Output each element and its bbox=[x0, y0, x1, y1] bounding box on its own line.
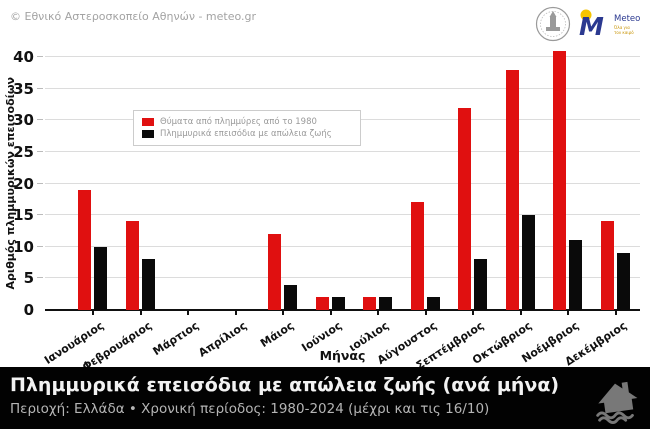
y-tick-label: 40 bbox=[13, 48, 34, 66]
footer-title: Πλημμυρικά επεισόδια με απώλεια ζωής (αν… bbox=[10, 374, 560, 396]
legend-swatch-black bbox=[142, 130, 154, 138]
legend-label-red: Θύματα από πλημμύρες από το 1980 bbox=[160, 117, 317, 127]
y-tick-mark bbox=[37, 119, 43, 121]
gridline bbox=[45, 150, 640, 152]
x-axis-line bbox=[45, 309, 640, 311]
y-tick-mark bbox=[37, 277, 43, 279]
y-tick-mark bbox=[37, 182, 43, 184]
footer-subtitle: Περιοχή: Ελλάδα • Χρονική περίοδος: 1980… bbox=[10, 401, 490, 417]
y-tick-mark bbox=[37, 245, 43, 247]
x-tick-mark bbox=[472, 311, 474, 315]
bar-black-Ιανουάριος bbox=[94, 246, 107, 310]
y-tick-label: 5 bbox=[23, 269, 34, 288]
bar-red-ιούλιος bbox=[363, 297, 376, 310]
bar-red-Δεκέμβριος bbox=[600, 221, 614, 310]
gridline bbox=[45, 277, 640, 279]
meteo-logo-tagline: Όλα για bbox=[613, 25, 630, 30]
meteo-logo: M Meteo Όλα για τον καιρό bbox=[578, 7, 642, 45]
x-tick-mark bbox=[92, 311, 94, 315]
x-tick-mark bbox=[187, 311, 189, 315]
y-tick-label: 15 bbox=[13, 206, 34, 225]
y-axis-ticks: 0 5 10 15 20 25 30 35 40 bbox=[0, 48, 44, 319]
y-tick-mark bbox=[37, 150, 43, 152]
bar-black-Σεπτέμβριος bbox=[474, 259, 487, 310]
x-tick-mark bbox=[567, 311, 569, 315]
bar-black-Μάιος bbox=[284, 284, 297, 310]
gridline bbox=[45, 87, 640, 89]
x-tick-label: Μάιος bbox=[258, 319, 297, 350]
x-tick-mark bbox=[519, 311, 522, 315]
bar-black-Δεκέμβριος bbox=[616, 253, 630, 310]
gridline bbox=[45, 182, 640, 184]
chart-legend: Θύματα από πλημμύρες από το 1980 Πλημμυρ… bbox=[133, 110, 361, 146]
gridline bbox=[45, 245, 640, 247]
legend-swatch-red bbox=[142, 118, 154, 126]
bar-red-Φεβρουάριος bbox=[125, 221, 139, 310]
bar-red-Ιούνιος bbox=[315, 297, 329, 310]
x-tick-mark bbox=[139, 311, 142, 315]
bar-black-Νοέμβριος bbox=[569, 240, 582, 310]
gridline bbox=[45, 214, 640, 216]
y-tick-label: 10 bbox=[13, 237, 34, 256]
plot-area: Θύματα από πλημμύρες από το 1980 Πλημμυρ… bbox=[45, 50, 640, 310]
copyright-text: © Εθνικό Αστεροσκοπείο Αθηνών - meteo.gr bbox=[10, 10, 257, 23]
svg-text:M: M bbox=[579, 12, 604, 41]
bar-red-Μάιος bbox=[268, 234, 281, 310]
x-tick-mark bbox=[377, 311, 379, 315]
legend-entry-red: Θύματα από πλημμύρες από το 1980 bbox=[142, 116, 352, 128]
noa-seal-logo bbox=[534, 5, 572, 47]
y-tick-label: 35 bbox=[13, 79, 34, 98]
x-tick-mark bbox=[234, 311, 237, 315]
bar-black-Ιούνιος bbox=[331, 297, 345, 310]
y-tick-label: 0 bbox=[23, 301, 34, 319]
bar-black-Αύγουστος bbox=[426, 297, 440, 310]
bar-red-Οκτώβριος bbox=[505, 69, 519, 310]
x-tick-mark bbox=[329, 311, 332, 315]
legend-label-black: Πλημμυρικά επεισόδια με απώλεια ζωής bbox=[160, 129, 332, 139]
meteo-logo-name: Meteo bbox=[614, 14, 640, 24]
footer-bar: Πλημμυρικά επεισόδια με απώλεια ζωής (αν… bbox=[0, 367, 650, 429]
svg-text:τον καιρό: τον καιρό bbox=[614, 30, 634, 35]
bar-black-Φεβρουάριος bbox=[141, 259, 155, 310]
x-tick-mark bbox=[614, 311, 617, 315]
y-tick-mark bbox=[37, 56, 43, 57]
x-tick-mark bbox=[424, 311, 427, 315]
bar-red-Ιανουάριος bbox=[78, 189, 91, 310]
legend-entry-black: Πλημμυρικά επεισόδια με απώλεια ζωής bbox=[142, 128, 352, 140]
bar-red-Νοέμβριος bbox=[553, 50, 566, 310]
y-tick-label: 30 bbox=[13, 111, 34, 130]
bar-red-Αύγουστος bbox=[410, 202, 424, 310]
gridline bbox=[45, 56, 640, 57]
bar-black-Οκτώβριος bbox=[521, 215, 535, 310]
y-tick-label: 20 bbox=[13, 174, 34, 193]
y-tick-mark bbox=[37, 87, 43, 89]
bar-black-ιούλιος bbox=[379, 297, 392, 310]
x-tick-mark bbox=[282, 311, 284, 315]
flooded-house-icon bbox=[590, 371, 644, 429]
y-tick-label: 25 bbox=[13, 142, 34, 161]
header-logos: M Meteo Όλα για τον καιρό bbox=[534, 5, 642, 47]
y-tick-mark bbox=[37, 214, 43, 216]
bar-red-Σεπτέμβριος bbox=[458, 107, 471, 310]
x-axis-title: Μήνας bbox=[319, 348, 366, 363]
